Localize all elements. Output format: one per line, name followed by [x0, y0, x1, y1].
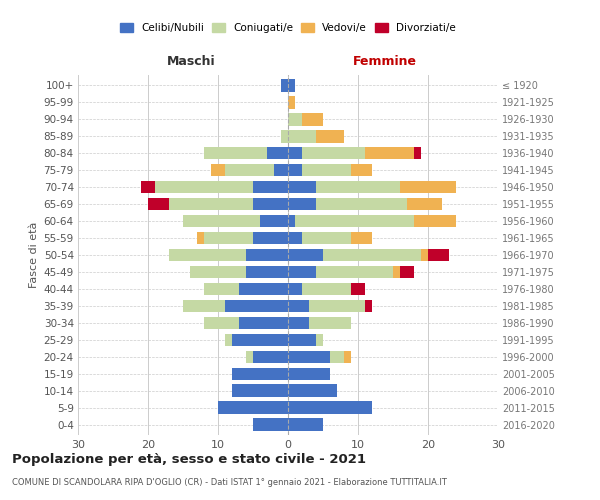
Bar — [246, 266, 288, 278]
Text: Popolazione per età, sesso e stato civile - 2021: Popolazione per età, sesso e stato civil… — [12, 452, 366, 466]
Bar — [302, 164, 351, 176]
Bar — [288, 214, 295, 228]
Bar — [288, 266, 316, 278]
Bar — [288, 130, 316, 142]
Bar — [225, 334, 232, 346]
Bar — [274, 164, 288, 176]
Bar — [330, 350, 344, 364]
Bar — [232, 384, 288, 397]
Bar — [288, 418, 323, 431]
Bar — [288, 79, 295, 92]
Bar — [253, 350, 288, 364]
Bar — [204, 146, 267, 160]
Text: COMUNE DI SCANDOLARA RIPA D'OGLIO (CR) - Dati ISTAT 1° gennaio 2021 - Elaborazio: COMUNE DI SCANDOLARA RIPA D'OGLIO (CR) -… — [12, 478, 447, 487]
Bar — [253, 180, 288, 194]
Bar — [190, 266, 246, 278]
Bar — [288, 316, 309, 330]
Bar — [281, 79, 288, 92]
Bar — [400, 266, 414, 278]
Bar — [407, 198, 442, 210]
Bar — [316, 180, 400, 194]
Bar — [414, 146, 421, 160]
Bar — [316, 334, 323, 346]
Bar — [204, 316, 239, 330]
Bar — [239, 316, 288, 330]
Text: Femmine: Femmine — [353, 55, 416, 68]
Bar — [197, 232, 204, 244]
Bar — [288, 232, 302, 244]
Bar — [295, 214, 414, 228]
Bar — [246, 248, 288, 262]
Bar — [148, 198, 169, 210]
Bar — [344, 350, 351, 364]
Bar — [288, 300, 309, 312]
Bar — [288, 198, 316, 210]
Bar — [239, 282, 288, 296]
Bar — [253, 232, 288, 244]
Bar — [155, 180, 253, 194]
Bar — [225, 164, 274, 176]
Legend: Celibi/Nubili, Coniugati/e, Vedovi/e, Divorziati/e: Celibi/Nubili, Coniugati/e, Vedovi/e, Di… — [120, 22, 456, 33]
Bar — [428, 248, 449, 262]
Bar — [288, 180, 316, 194]
Bar — [414, 214, 456, 228]
Bar — [351, 232, 372, 244]
Bar — [421, 248, 428, 262]
Bar — [351, 164, 372, 176]
Bar — [365, 300, 372, 312]
Bar — [232, 368, 288, 380]
Bar — [141, 180, 155, 194]
Bar — [302, 146, 365, 160]
Bar — [316, 266, 393, 278]
Bar — [253, 418, 288, 431]
Bar — [260, 214, 288, 228]
Bar — [288, 334, 316, 346]
Bar — [302, 232, 351, 244]
Bar — [316, 198, 407, 210]
Bar — [316, 130, 344, 142]
Bar — [351, 282, 365, 296]
Bar — [288, 402, 372, 414]
Bar — [253, 198, 288, 210]
Bar — [400, 180, 456, 194]
Bar — [246, 350, 253, 364]
Bar — [218, 402, 288, 414]
Bar — [288, 368, 330, 380]
Bar — [288, 384, 337, 397]
Bar — [183, 214, 260, 228]
Bar — [288, 350, 330, 364]
Bar — [288, 164, 302, 176]
Bar — [232, 334, 288, 346]
Bar — [211, 164, 225, 176]
Bar — [365, 146, 414, 160]
Bar — [393, 266, 400, 278]
Bar — [288, 146, 302, 160]
Bar — [288, 113, 302, 126]
Y-axis label: Fasce di età: Fasce di età — [29, 222, 40, 288]
Bar — [183, 300, 225, 312]
Bar — [204, 232, 253, 244]
Bar — [267, 146, 288, 160]
Bar — [169, 198, 253, 210]
Bar — [288, 96, 295, 108]
Bar — [323, 248, 421, 262]
Bar — [225, 300, 288, 312]
Bar — [288, 248, 323, 262]
Bar — [302, 113, 323, 126]
Bar — [302, 282, 351, 296]
Bar — [281, 130, 288, 142]
Bar — [309, 300, 365, 312]
Bar — [169, 248, 246, 262]
Bar — [309, 316, 351, 330]
Bar — [288, 282, 302, 296]
Text: Maschi: Maschi — [167, 55, 216, 68]
Bar — [204, 282, 239, 296]
